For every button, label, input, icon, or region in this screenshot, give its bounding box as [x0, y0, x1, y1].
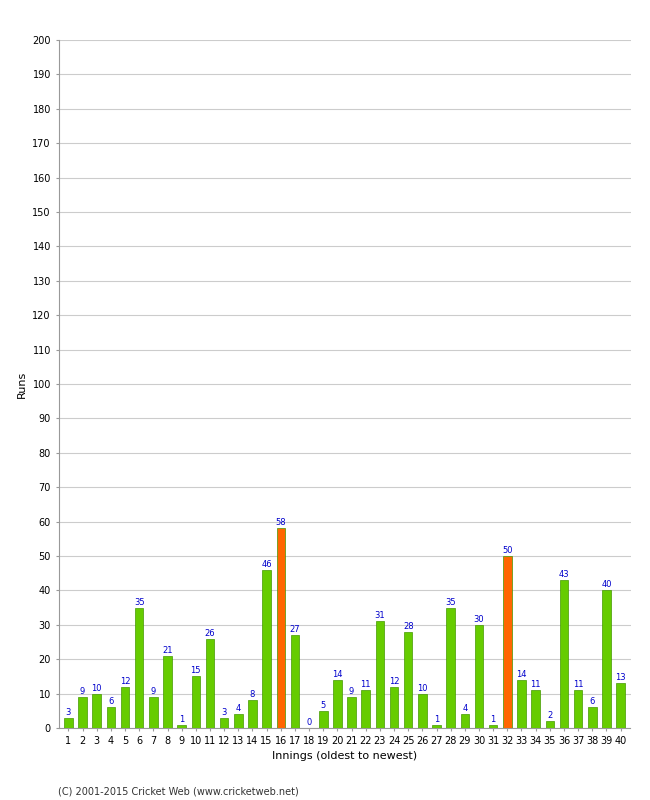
- Text: 10: 10: [92, 683, 102, 693]
- Text: 14: 14: [516, 670, 526, 679]
- Text: 0: 0: [307, 718, 312, 727]
- Text: 12: 12: [389, 677, 399, 686]
- Text: 4: 4: [236, 704, 241, 714]
- Text: 35: 35: [134, 598, 144, 606]
- Text: 27: 27: [290, 625, 300, 634]
- Bar: [574, 690, 582, 728]
- Bar: [92, 694, 101, 728]
- Text: 11: 11: [573, 680, 583, 689]
- Text: 26: 26: [205, 629, 215, 638]
- Text: 21: 21: [162, 646, 173, 654]
- Bar: [234, 714, 242, 728]
- Bar: [447, 608, 455, 728]
- Text: 35: 35: [445, 598, 456, 606]
- Text: (C) 2001-2015 Cricket Web (www.cricketweb.net): (C) 2001-2015 Cricket Web (www.cricketwe…: [58, 786, 299, 796]
- Text: 40: 40: [601, 580, 612, 590]
- Bar: [64, 718, 73, 728]
- Bar: [461, 714, 469, 728]
- Bar: [177, 725, 186, 728]
- X-axis label: Innings (oldest to newest): Innings (oldest to newest): [272, 751, 417, 761]
- Bar: [404, 632, 413, 728]
- Text: 9: 9: [151, 687, 156, 696]
- Text: 1: 1: [491, 714, 496, 723]
- Bar: [418, 694, 426, 728]
- Text: 6: 6: [590, 698, 595, 706]
- Bar: [517, 680, 526, 728]
- Bar: [532, 690, 540, 728]
- Text: 1: 1: [434, 714, 439, 723]
- Text: 46: 46: [261, 560, 272, 569]
- Bar: [276, 529, 285, 728]
- Text: 8: 8: [250, 690, 255, 699]
- Bar: [291, 635, 299, 728]
- Bar: [432, 725, 441, 728]
- Bar: [319, 710, 328, 728]
- Bar: [263, 570, 271, 728]
- Text: 3: 3: [66, 708, 71, 717]
- Text: 5: 5: [320, 701, 326, 710]
- Text: 13: 13: [616, 674, 626, 682]
- Bar: [361, 690, 370, 728]
- Text: 30: 30: [474, 614, 484, 624]
- Text: 31: 31: [374, 611, 385, 620]
- Bar: [616, 683, 625, 728]
- Bar: [107, 707, 115, 728]
- Bar: [390, 686, 398, 728]
- Bar: [347, 697, 356, 728]
- Bar: [220, 718, 228, 728]
- Text: 4: 4: [462, 704, 467, 714]
- Bar: [135, 608, 144, 728]
- Bar: [588, 707, 597, 728]
- Bar: [121, 686, 129, 728]
- Bar: [474, 625, 483, 728]
- Bar: [78, 697, 87, 728]
- Bar: [602, 590, 611, 728]
- Bar: [489, 725, 497, 728]
- Text: 12: 12: [120, 677, 130, 686]
- Text: 43: 43: [558, 570, 569, 579]
- Bar: [192, 677, 200, 728]
- Text: 6: 6: [108, 698, 114, 706]
- Bar: [206, 638, 215, 728]
- Text: 15: 15: [190, 666, 201, 675]
- Text: 1: 1: [179, 714, 185, 723]
- Text: 14: 14: [332, 670, 343, 679]
- Bar: [560, 580, 568, 728]
- Text: 2: 2: [547, 711, 552, 720]
- Text: 11: 11: [530, 680, 541, 689]
- Text: 3: 3: [222, 708, 227, 717]
- Text: 28: 28: [403, 622, 413, 630]
- Bar: [545, 721, 554, 728]
- Bar: [149, 697, 157, 728]
- Bar: [376, 622, 384, 728]
- Text: 9: 9: [349, 687, 354, 696]
- Text: 50: 50: [502, 546, 513, 555]
- Y-axis label: Runs: Runs: [17, 370, 27, 398]
- Bar: [248, 701, 257, 728]
- Bar: [503, 556, 512, 728]
- Bar: [333, 680, 342, 728]
- Text: 58: 58: [276, 518, 286, 527]
- Bar: [163, 656, 172, 728]
- Text: 9: 9: [80, 687, 85, 696]
- Text: 10: 10: [417, 683, 428, 693]
- Text: 11: 11: [361, 680, 371, 689]
